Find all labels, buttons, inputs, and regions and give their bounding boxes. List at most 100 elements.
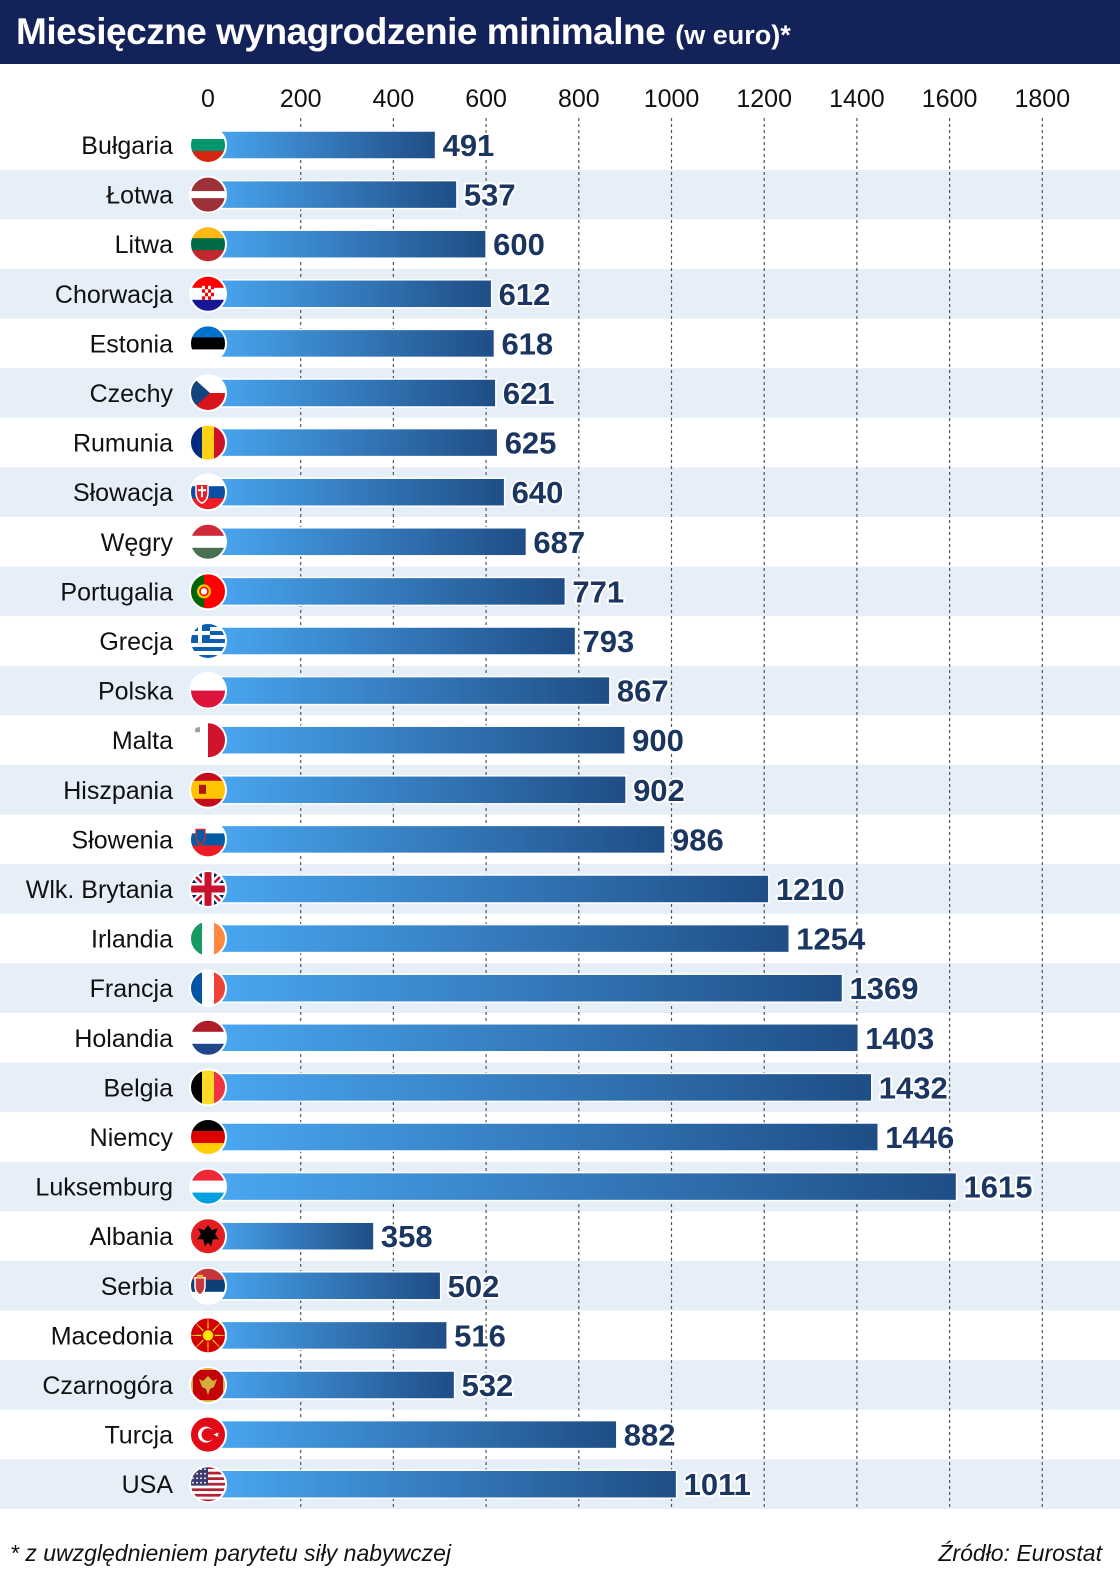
- netherlands-flag-icon: [189, 1018, 227, 1057]
- bar-row: Rumunia 625: [73, 423, 558, 463]
- bar: [207, 775, 627, 805]
- lithuania-flag-icon: [189, 225, 227, 264]
- bar: [207, 675, 611, 706]
- estonia-flag-icon: [189, 324, 227, 363]
- value-label: 1403: [865, 1021, 934, 1056]
- category-label: Hiszpania: [63, 777, 173, 805]
- value-label: 600: [493, 227, 545, 262]
- value-label: 900: [632, 723, 684, 758]
- x-tick-label: 1800: [1014, 85, 1070, 113]
- row-stripe: [0, 1261, 1120, 1311]
- category-label: Czechy: [90, 380, 174, 408]
- x-tick-label: 400: [373, 85, 415, 113]
- bar: [207, 576, 567, 607]
- x-tick-label: 600: [465, 85, 507, 113]
- category-label: Estonia: [90, 330, 173, 358]
- bar: [207, 477, 506, 507]
- category-label: Portugalia: [60, 578, 173, 606]
- bar: [207, 378, 497, 408]
- category-label: Bułgaria: [81, 132, 173, 160]
- uk-flag-icon: [189, 870, 227, 908]
- usa-flag-icon: [189, 1465, 227, 1504]
- bar: [207, 1023, 860, 1053]
- bar-row: Bułgaria 491: [81, 126, 496, 165]
- value-label: 1254: [796, 922, 866, 957]
- bar: [207, 1122, 879, 1152]
- value-label: 502: [448, 1269, 500, 1304]
- row-stripe: [0, 1360, 1120, 1410]
- value-label: 516: [454, 1318, 506, 1353]
- bar-row: Serbia 502: [101, 1266, 501, 1306]
- category-label: Serbia: [101, 1273, 173, 1301]
- category-label: Łotwa: [106, 182, 173, 210]
- serbia-flag-icon: [189, 1266, 227, 1305]
- category-label: Czarnogóra: [42, 1372, 173, 1400]
- bar-row: Macedonia 516: [51, 1316, 508, 1355]
- ireland-flag-icon: [189, 919, 227, 958]
- value-label: 793: [583, 624, 635, 659]
- category-label: Francja: [90, 975, 173, 1003]
- hungary-flag-icon: [189, 522, 227, 561]
- bar-row: Niemcy 1446: [90, 1118, 956, 1157]
- bar: [207, 626, 577, 656]
- chart-subtitle: (w euro)*: [675, 20, 791, 50]
- value-label: 1615: [964, 1170, 1033, 1205]
- bar-row: Wlk. Brytania 1210: [26, 870, 847, 909]
- title-bar: Miesięczne wynagrodzenie minimalne (w eu…: [0, 0, 1120, 64]
- bar: [207, 130, 437, 160]
- bar: [207, 1221, 375, 1251]
- value-label: 1432: [879, 1070, 948, 1105]
- x-tick-label: 1600: [922, 85, 978, 113]
- row-stripe: [0, 169, 1120, 220]
- category-label: Litwa: [115, 231, 173, 259]
- category-label: USA: [122, 1471, 174, 1499]
- bar: [207, 279, 493, 309]
- x-axis-ticks: 0 200 400 600 800 1000 1200 1400 1600 1800: [201, 85, 1070, 113]
- value-label: 1210: [776, 872, 845, 907]
- category-label: Grecja: [99, 628, 173, 656]
- bar: [207, 725, 626, 755]
- bar-row: Estonia 618: [90, 324, 555, 363]
- bar-row: Portugalia 771: [60, 572, 626, 611]
- bar-row: Chorwacja 612: [55, 275, 553, 314]
- category-label: Belgia: [104, 1074, 174, 1102]
- luxembourg-flag-icon: [189, 1167, 227, 1206]
- row-stripe: [0, 269, 1120, 319]
- belgium-flag-icon: [189, 1068, 227, 1107]
- x-tick-label: 1000: [644, 85, 700, 113]
- value-label: 867: [617, 674, 669, 709]
- category-label: Irlandia: [91, 926, 173, 954]
- bar-row: Malta 900: [112, 721, 686, 760]
- value-label: 621: [503, 376, 555, 411]
- category-label: Luksemburg: [35, 1174, 173, 1202]
- value-label: 1011: [684, 1467, 751, 1502]
- value-label: 537: [464, 178, 516, 213]
- bar: [207, 1469, 678, 1499]
- value-label: 618: [501, 326, 553, 361]
- bar: [207, 328, 496, 359]
- bar: [207, 179, 458, 210]
- value-label: 986: [672, 822, 724, 857]
- bar-row: Belgia 1432: [104, 1068, 950, 1107]
- source-note: Źródło: Eurostat: [938, 1540, 1102, 1566]
- category-label: Wlk. Brytania: [26, 876, 173, 904]
- category-label: Albania: [90, 1223, 173, 1251]
- slovenia-flag-icon: [189, 820, 227, 859]
- category-label: Macedonia: [51, 1322, 173, 1350]
- romania-flag-icon: [189, 423, 227, 462]
- albania-flag-icon: [189, 1217, 227, 1256]
- bar-row: Holandia 1403: [74, 1018, 936, 1058]
- poland-flag-icon: [189, 671, 227, 710]
- value-label: 1446: [885, 1120, 954, 1155]
- malta-flag-icon: [189, 721, 227, 760]
- category-label: Polska: [98, 678, 173, 706]
- bar-row: Litwa 600: [115, 225, 547, 264]
- row-stripe: [0, 368, 1120, 418]
- value-label: 882: [624, 1418, 676, 1453]
- portugal-flag-icon: [189, 572, 227, 611]
- bar-row: Czechy 621: [90, 374, 557, 413]
- row-stripe: [0, 467, 1120, 517]
- bar-chart: 0 200 400 600 800 1000 1200 1400 1600 1800 Bułgar…: [0, 85, 1120, 1509]
- bar: [207, 1320, 448, 1351]
- bar-row: Polska 867: [98, 671, 671, 711]
